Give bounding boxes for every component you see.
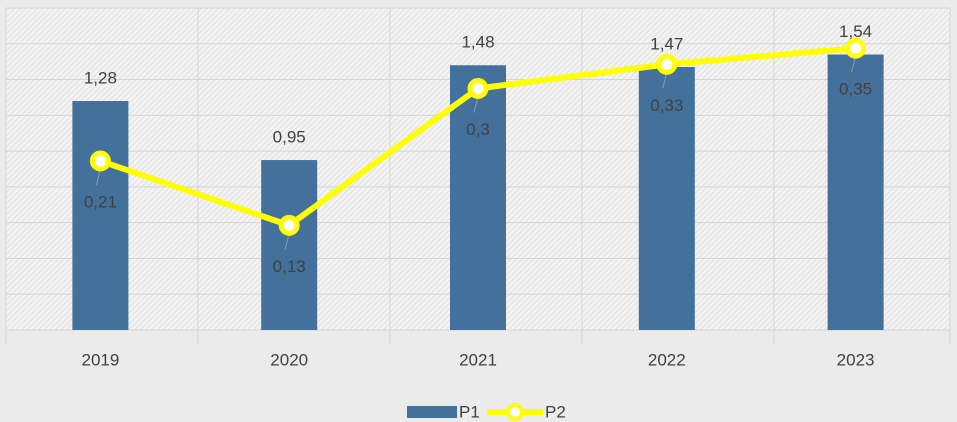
line-marker bbox=[89, 150, 111, 172]
x-tick-label: 2021 bbox=[459, 350, 497, 369]
legend-label: P2 bbox=[545, 402, 566, 421]
data-label: 0,13 bbox=[273, 257, 306, 276]
x-tick-label: 2020 bbox=[270, 350, 308, 369]
data-label: 0,35 bbox=[839, 80, 872, 99]
data-label: 1,47 bbox=[650, 35, 683, 54]
bar bbox=[827, 54, 884, 331]
data-label: 0,3 bbox=[466, 120, 490, 139]
bar bbox=[638, 67, 695, 331]
leader-line bbox=[473, 96, 479, 113]
leader-line bbox=[284, 233, 290, 250]
bar bbox=[261, 160, 318, 330]
leader-line bbox=[662, 72, 668, 89]
x-tick-label: 2022 bbox=[648, 350, 686, 369]
line-marker bbox=[845, 37, 867, 59]
legend-label: P1 bbox=[459, 402, 480, 421]
data-label: 0,95 bbox=[273, 128, 306, 147]
line-marker bbox=[467, 78, 489, 99]
legend-swatch bbox=[506, 403, 524, 421]
bar bbox=[450, 65, 506, 330]
line-marker bbox=[656, 53, 678, 75]
x-tick-label: 2023 bbox=[837, 350, 875, 369]
leader-line bbox=[851, 56, 857, 73]
x-tick-label: 2019 bbox=[81, 350, 119, 369]
data-label: 1,48 bbox=[461, 33, 494, 52]
data-label: 1,54 bbox=[839, 22, 872, 41]
line-marker bbox=[278, 214, 300, 236]
data-label: 0,21 bbox=[84, 192, 117, 211]
data-label: 0,33 bbox=[650, 96, 683, 115]
category-separators bbox=[5, 8, 951, 345]
bar bbox=[72, 101, 129, 331]
legend-swatch bbox=[407, 406, 457, 418]
leader-line bbox=[95, 168, 101, 186]
data-label: 1,28 bbox=[84, 69, 117, 88]
